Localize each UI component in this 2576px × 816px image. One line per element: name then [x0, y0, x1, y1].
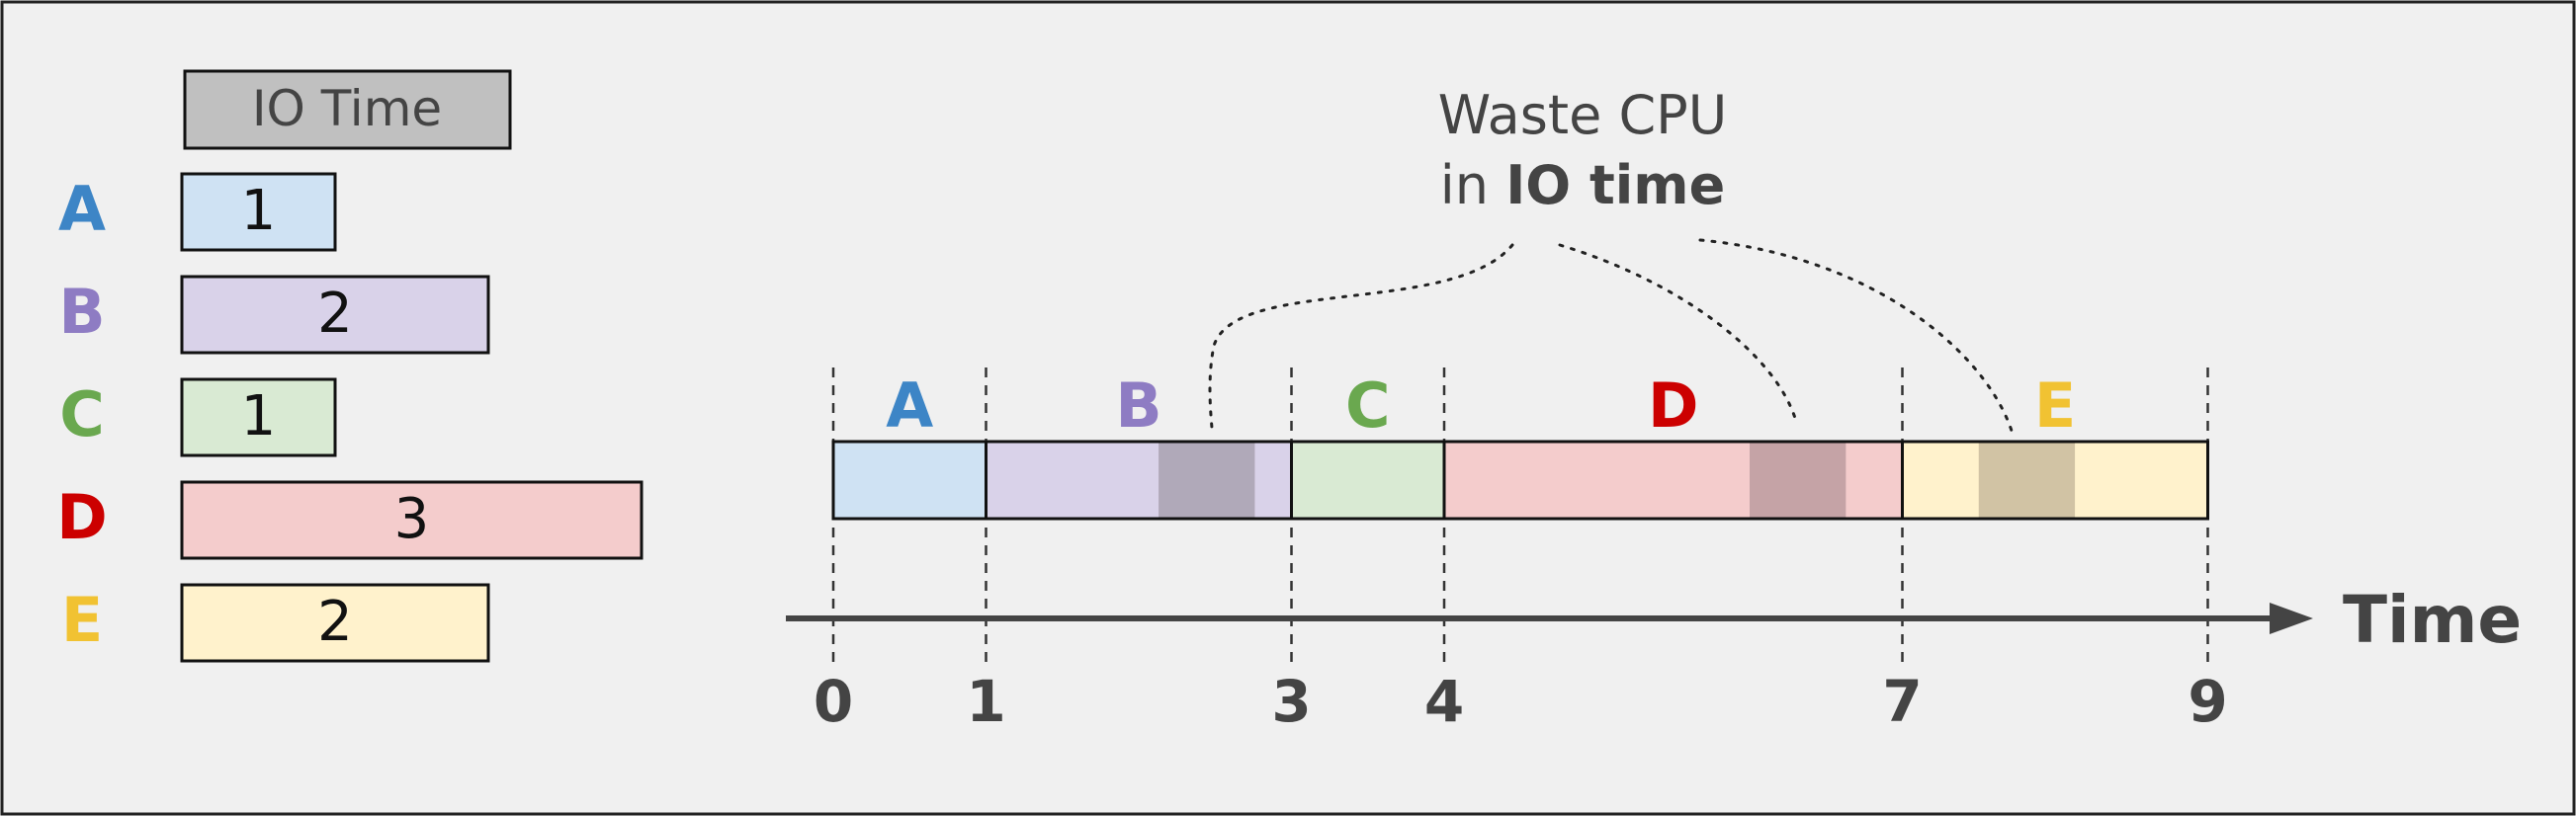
- time-tick-1: 1: [966, 668, 1005, 735]
- timeline-segment-a-label: A: [886, 369, 933, 442]
- time-axis-label: Time: [2343, 582, 2522, 658]
- waste-annotation: Waste CPU in IO time: [1208, 84, 2014, 433]
- legend-job-e-duration: 2: [317, 590, 353, 654]
- legend-job-c-duration: 1: [241, 384, 277, 449]
- time-tick-4: 4: [1424, 668, 1464, 735]
- timeline-segment-a: [833, 442, 987, 519]
- legend-header-box: [183, 69, 512, 150]
- timeline-segment-e-border: [1901, 440, 2209, 521]
- annotation-connector-b: [1208, 243, 1514, 430]
- time-tick-7: 7: [1882, 668, 1922, 735]
- legend-job-c-label: C: [59, 378, 105, 450]
- legend-job-e-bar: [180, 583, 490, 663]
- timeline: A B C D E Time 0 1 3 4 7 9: [786, 367, 2522, 735]
- annotation-line-2: in IO time: [1440, 154, 1725, 216]
- annotation-connector-e: [1698, 238, 2014, 433]
- legend-job-d-bar: [180, 480, 644, 560]
- time-axis-arrowhead: [2270, 603, 2313, 634]
- time-tick-9: 9: [2188, 668, 2227, 735]
- legend-job-b-label: B: [58, 276, 105, 348]
- legend-job-a-label: A: [58, 173, 106, 245]
- legend: IO Time A 1 B 2 C 1 D 3 E 2: [56, 69, 644, 663]
- timeline-segment-c: [1291, 442, 1444, 519]
- annotation-line-1: Waste CPU: [1438, 84, 1728, 146]
- legend-job-d-label: D: [56, 481, 107, 553]
- annotation-connector-d: [1558, 243, 1799, 427]
- legend-job-c-bar: [180, 377, 337, 457]
- timeline-waste-b: [1159, 442, 1255, 519]
- timeline-waste-d: [1750, 442, 1846, 519]
- legend-job-a-duration: 1: [241, 179, 277, 243]
- timeline-segment-d-label: D: [1648, 369, 1698, 442]
- time-tick-0: 0: [814, 668, 853, 735]
- annotation-line-2-prefix: in: [1440, 154, 1505, 216]
- time-tick-3: 3: [1271, 668, 1311, 735]
- legend-job-b-bar: [180, 275, 490, 355]
- annotation-line-2-bold: IO time: [1505, 154, 1725, 216]
- timeline-segment-c-label: C: [1345, 369, 1391, 442]
- legend-job-b-duration: 2: [317, 282, 353, 346]
- timeline-waste-e: [1978, 442, 2076, 519]
- legend-job-e-label: E: [61, 584, 103, 656]
- timeline-segment-e-label: E: [2034, 369, 2076, 442]
- legend-job-a-bar: [180, 172, 337, 252]
- legend-header-label: IO Time: [252, 80, 442, 137]
- timeline-segment-b-label: B: [1115, 369, 1161, 442]
- legend-job-d-duration: 3: [394, 487, 430, 551]
